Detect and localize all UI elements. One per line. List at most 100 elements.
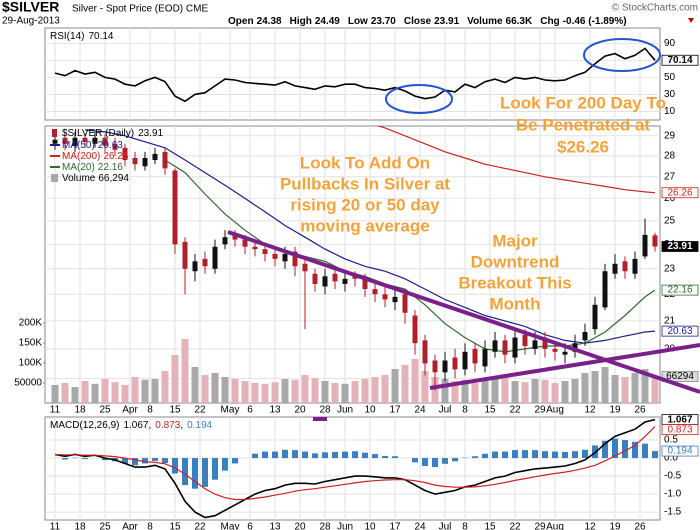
x-tick-label: 15 [169,522,181,530]
y-tick-label: 50 [664,72,676,83]
volume-bar [211,373,219,403]
annotation: Pullbacks In Silver at [280,174,450,193]
candle-body [152,153,158,161]
volume-bar [321,381,329,403]
x-tick-label: 28 [319,405,331,416]
value-box [661,371,699,382]
histogram-bar [342,451,348,459]
marker [313,417,327,421]
histogram-bar [192,458,198,489]
volume-bar [451,381,459,403]
x-tick-label: 15 [484,405,496,416]
legend-title: MACD(12,26,9) [50,420,119,431]
x-tick-label: 6 [247,522,253,530]
y-tick-label: 23 [664,263,676,274]
histogram-bar [282,449,288,459]
value-box-label: 23.91 [667,241,692,252]
x-tick-label: May [221,522,240,530]
x-tick-label: 11 [50,522,61,530]
value-box-label: 1.067 [667,414,692,425]
legend-value: 70.14 [88,31,113,42]
candle-body [462,351,468,370]
x-tick-label: 11 [50,405,61,416]
histogram-bar [212,458,218,480]
candle-body [92,137,98,144]
volume-bar [351,381,359,403]
value-box [661,241,699,252]
candle-body [422,340,428,364]
histogram-bar [152,458,158,461]
candle-body [182,241,188,269]
histogram-bar [412,458,418,463]
volume-bar [191,367,199,403]
quote-label: Close [404,16,432,27]
candle-body [222,237,228,245]
x-tick-label: 15 [484,522,496,530]
volume-bar [411,359,419,403]
legend-entry: Volume 66,294 [62,173,129,184]
value-box-label: 20.63 [667,326,692,337]
histogram-bar [452,458,458,462]
y-tick-label: -0.5 [664,471,682,482]
legend-value: 26.26 [103,151,128,162]
histogram-bar [172,458,178,474]
candle-body [392,296,398,303]
volume-bar [371,377,379,403]
series-line [54,47,656,103]
histogram-bar [512,450,518,459]
x-tick-label: 13 [269,522,281,530]
candle-body [582,331,588,341]
volume-bar [391,369,399,403]
candle-body [472,348,478,364]
legend-value: 66,294 [98,173,129,184]
histogram-bar [232,458,238,464]
candle-body [372,289,378,295]
volume-bar [601,367,609,403]
series-line [54,418,656,519]
histogram-bar [142,458,148,464]
legend-name: MA(50) [62,140,95,151]
x-tick-label: 8 [462,405,468,416]
candle-body [112,143,118,150]
candle-body [602,271,608,308]
histogram-bar [182,458,188,486]
candle-body [272,253,278,259]
x-tick-label: 18 [74,522,86,530]
value-box-label: 70.14 [667,55,692,66]
volume-bar [381,375,389,403]
candle-body [542,337,548,349]
value-box [661,54,699,66]
highlight [385,84,453,114]
x-tick-label: 15 [169,405,181,416]
volume-bar [481,378,489,403]
histogram-bar [652,451,658,459]
volume-bar [521,382,529,403]
candle-body [452,357,458,370]
candle-body [552,348,558,352]
y-tick-label: 30 [664,89,676,100]
legend-entry: $SILVER (Daily) 23.91 [62,128,164,139]
legend-entry: MA(20) 22.16 [62,162,123,173]
volume-bar [101,379,109,403]
histogram-bar [482,453,488,459]
histogram-bar [622,440,628,459]
volume-bar [261,383,269,403]
quote-value: 66.3K [506,16,533,27]
histogram-bar [432,458,438,468]
volume-bar [121,385,129,403]
x-tick-label: 20 [294,405,306,416]
volume-bar [651,376,659,403]
x-tick-label: 26 [634,405,646,416]
candle-body [282,253,288,262]
quote-value: 23.91 [434,16,459,27]
y-tick-label: -1.5 [664,507,682,518]
candle-body [342,278,348,284]
value-box [661,325,699,337]
annotation: Month [490,294,541,313]
volume-bar [581,373,589,403]
y-tick-label: 10 [664,106,676,117]
x-tick-label: 24 [414,405,426,416]
volume-bar [471,383,479,403]
histogram-bar [322,452,328,459]
x-tick-label: 22 [194,522,206,530]
